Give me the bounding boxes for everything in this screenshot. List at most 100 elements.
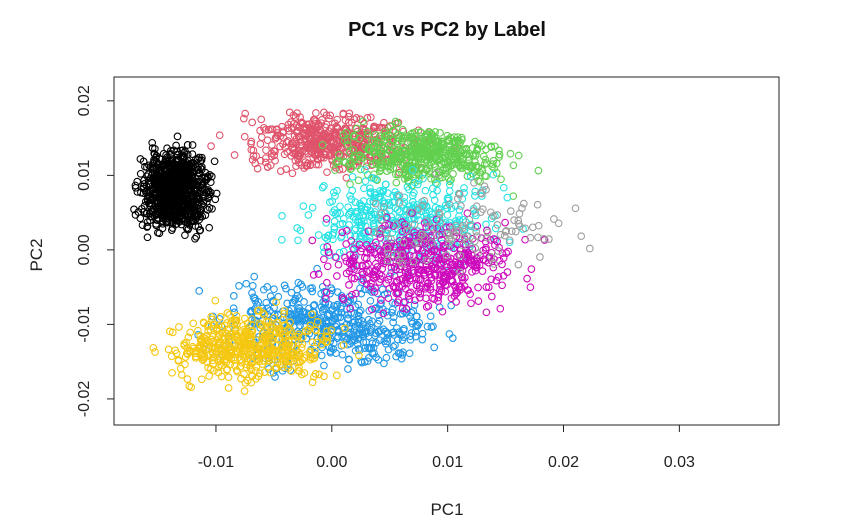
data-point [359, 117, 367, 126]
data-point [415, 163, 424, 172]
data-point [337, 308, 346, 317]
data-point [389, 135, 398, 144]
data-point [306, 127, 315, 135]
data-point [449, 144, 458, 153]
data-point [167, 218, 176, 227]
data-point [299, 202, 308, 210]
data-point [390, 156, 399, 164]
data-point [317, 351, 326, 360]
data-point [421, 186, 430, 195]
data-point [346, 180, 354, 189]
data-point [514, 260, 523, 269]
data-point [173, 147, 182, 156]
data-point [167, 156, 176, 165]
data-point [393, 119, 402, 128]
data-point [527, 265, 536, 273]
data-point [363, 158, 372, 166]
data-point [346, 329, 354, 338]
data-point [183, 190, 191, 199]
data-point [352, 124, 361, 133]
data-point [253, 164, 262, 173]
data-point [163, 217, 172, 225]
data-point [149, 343, 158, 352]
data-point [407, 317, 416, 325]
data-point [418, 329, 427, 338]
data-point [440, 157, 449, 166]
data-point [138, 221, 147, 229]
data-point [183, 179, 191, 188]
data-point [162, 160, 170, 169]
data-point [143, 209, 151, 218]
data-point [506, 149, 515, 158]
data-point [378, 147, 386, 156]
data-point [443, 211, 452, 219]
data-point [366, 296, 375, 305]
data-point [303, 161, 312, 170]
data-point [411, 156, 420, 165]
data-point [435, 146, 444, 155]
data-point [308, 284, 316, 292]
data-point [389, 313, 398, 321]
data-point [523, 274, 531, 283]
data-point [369, 143, 378, 152]
data-point [367, 323, 376, 332]
data-point [463, 209, 472, 218]
data-point [246, 308, 255, 316]
data-point [501, 218, 509, 227]
data-point [410, 301, 419, 309]
data-point [318, 307, 327, 315]
data-point [515, 209, 524, 218]
data-point [350, 132, 359, 141]
data-point [355, 308, 364, 316]
data-point [183, 375, 192, 383]
data-point [294, 236, 302, 245]
data-point [203, 172, 212, 181]
data-point [429, 322, 437, 331]
data-point [312, 109, 320, 117]
x-tick-label: 0.03 [664, 454, 695, 471]
data-point [204, 194, 212, 203]
data-point [145, 193, 154, 201]
data-point [426, 132, 435, 141]
data-point [287, 288, 296, 297]
data-point [195, 287, 204, 295]
data-point [362, 338, 370, 347]
data-point [143, 233, 152, 242]
data-point [173, 132, 182, 141]
data-point [164, 345, 173, 354]
data-point [383, 289, 392, 298]
data-point [235, 282, 243, 290]
x-tick-label: -0.01 [198, 454, 235, 471]
data-point [293, 285, 302, 294]
data-point [277, 235, 286, 244]
data-point [471, 137, 479, 146]
data-point [240, 132, 249, 141]
data-point [202, 176, 210, 184]
data-point [288, 139, 296, 148]
data-point [320, 255, 328, 264]
data-point [184, 167, 193, 175]
data-point [354, 315, 363, 324]
data-point [195, 169, 204, 178]
data-point [206, 178, 215, 187]
data-point [248, 281, 257, 290]
data-point [386, 165, 395, 174]
data-point [397, 155, 406, 164]
data-point [454, 156, 463, 165]
data-point [263, 136, 272, 145]
data-point [205, 372, 214, 380]
data-point [458, 135, 466, 144]
data-point [179, 153, 188, 162]
data-point [308, 236, 317, 245]
data-point [239, 114, 248, 123]
data-point [421, 133, 430, 142]
data-point [164, 189, 173, 197]
data-point [184, 201, 193, 210]
x-axis: -0.01 0.00 0.01 0.02 0.03 [198, 424, 695, 471]
data-point [180, 165, 189, 173]
data-point [314, 155, 323, 164]
data-point [133, 188, 142, 196]
data-point [363, 135, 372, 144]
x-tick-label: 0.01 [432, 454, 463, 471]
data-point [178, 215, 187, 223]
